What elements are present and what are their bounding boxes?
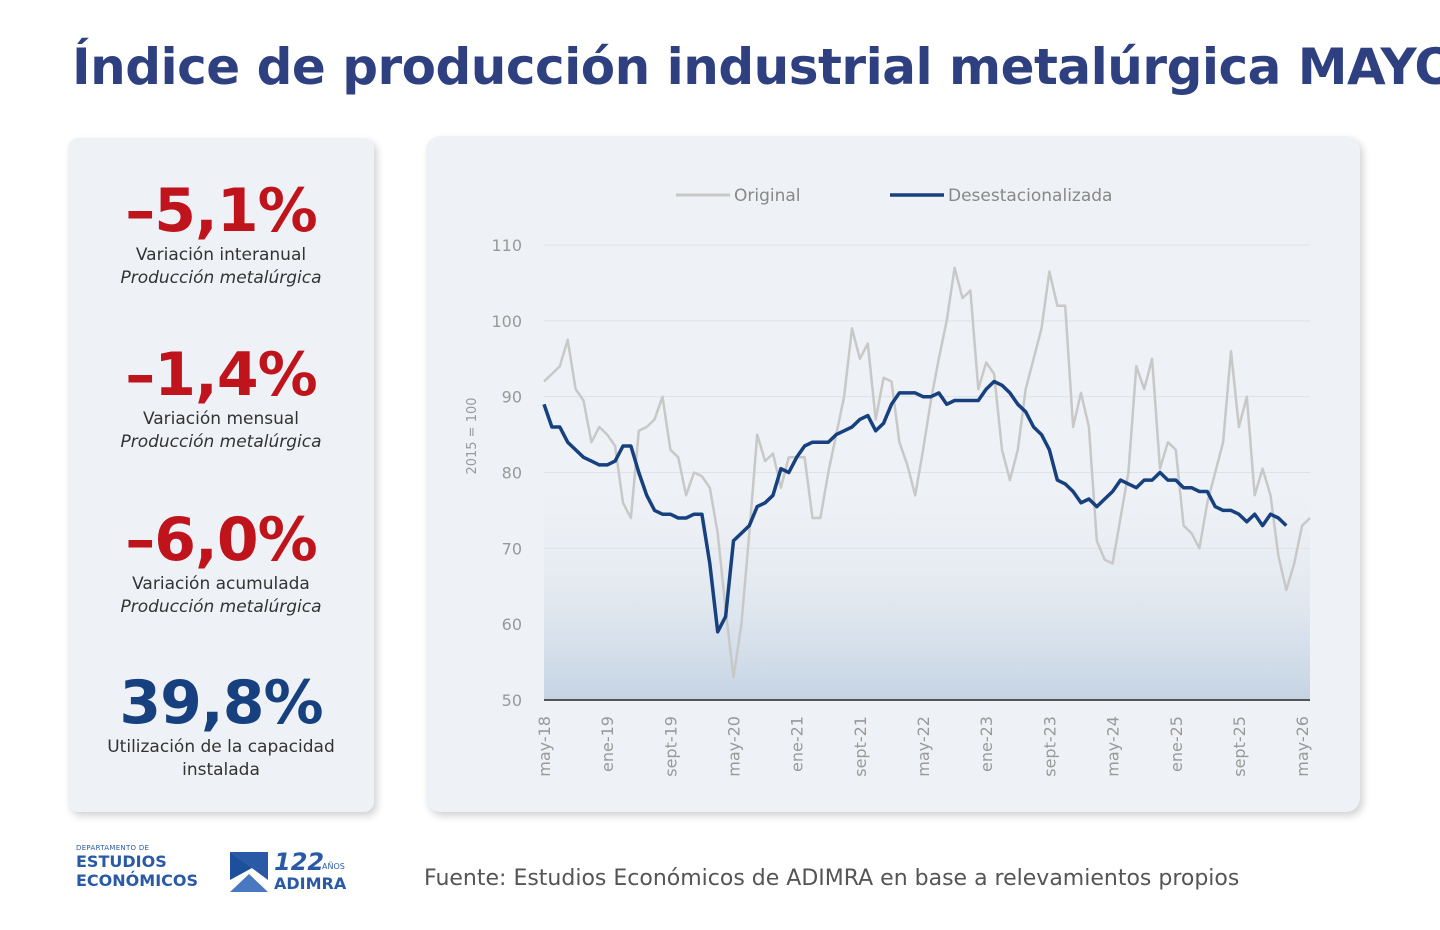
- kpi-value: 39,8%: [119, 668, 323, 738]
- kpi-capacidad: 39,8% Utilización de la capacidad instal…: [68, 670, 374, 782]
- x-tick-label: ene-23: [977, 716, 996, 772]
- estudios-economicos-logo: DEPARTAMENTO DE ESTUDIOS ECONÓMICOS: [76, 844, 198, 890]
- kpi-panel: –5,1% Variación interanual Producción me…: [68, 138, 374, 812]
- x-tick-label: ene-25: [1167, 716, 1186, 772]
- legend-label-desestacionalizada: Desestacionalizada: [948, 186, 1112, 206]
- adimra-name: ADIMRA: [274, 874, 347, 893]
- line-chart: Original Desestacionalizada 2015 = 100 5…: [465, 186, 1312, 777]
- kpi-sublabel: Producción metalúrgica: [120, 432, 322, 452]
- chart-panel: Original Desestacionalizada 2015 = 100 5…: [426, 136, 1360, 812]
- kpi-label: Variación acumulada: [132, 574, 310, 594]
- series-line-desestacionalizada: [542, 379, 1288, 634]
- y-tick-label: 80: [502, 464, 522, 483]
- kpi-sublabel: Producción metalúrgica: [120, 597, 322, 617]
- adimra-years-label: AÑOS: [322, 862, 345, 871]
- y-tick-label: 100: [491, 312, 522, 331]
- x-tick-label: ene-19: [598, 716, 617, 772]
- kpi-value: –5,1%: [125, 176, 317, 246]
- x-tick-label: may-20: [725, 716, 744, 777]
- logo-dept-line1: ESTUDIOS: [76, 852, 167, 871]
- y-tick-label: 70: [502, 539, 522, 558]
- x-tick-label: sept-23: [1040, 716, 1059, 777]
- kpi-sublabel: instalada: [182, 760, 260, 780]
- logo-dept-small: DEPARTAMENTO DE: [76, 844, 150, 852]
- kpi-interanual: –5,1% Variación interanual Producción me…: [68, 178, 374, 290]
- kpi-label: Variación mensual: [142, 409, 300, 429]
- y-tick-label: 50: [502, 691, 522, 710]
- kpi-value: –6,0%: [125, 505, 317, 575]
- kpi-mensual: –1,4% Variación mensual Producción metal…: [68, 342, 374, 454]
- kpi-label: Variación interanual: [135, 245, 307, 265]
- x-tick-label: sept-19: [661, 716, 680, 777]
- x-tick-label: may-24: [1104, 716, 1123, 777]
- y-tick-label: 110: [491, 236, 522, 255]
- x-tick-label: ene-21: [788, 716, 807, 772]
- adimra-emblem-icon: [230, 852, 268, 892]
- source-note: Fuente: Estudios Económicos de ADIMRA en…: [424, 866, 1240, 891]
- kpi-label: Utilización de la capacidad: [107, 737, 335, 757]
- series-line-original: [543, 266, 1311, 679]
- page-title: Índice de producción industrial metalúrg…: [72, 38, 1440, 96]
- chart-legend: Original Desestacionalizada: [676, 186, 1112, 206]
- x-tick-label: sept-25: [1230, 716, 1249, 777]
- x-tick-label: may-22: [914, 716, 933, 777]
- adimra-years-number: 122: [274, 848, 325, 876]
- kpi-acumulada: –6,0% Variación acumulada Producción met…: [68, 507, 374, 619]
- y-tick-label: 60: [502, 615, 522, 634]
- y-axis-label: 2015 = 100: [465, 397, 480, 474]
- kpi-sublabel: Producción metalúrgica: [120, 268, 322, 288]
- x-tick-label: may-26: [1293, 716, 1312, 777]
- chart-area-fill: [544, 472, 1310, 700]
- logo-dept-line2: ECONÓMICOS: [76, 871, 199, 890]
- adimra-logo: 122 AÑOS ADIMRA: [228, 848, 358, 896]
- x-tick-label: may-18: [535, 716, 554, 777]
- legend-label-original: Original: [734, 186, 801, 206]
- y-tick-label: 90: [502, 388, 522, 407]
- kpi-value: –1,4%: [125, 340, 317, 410]
- x-tick-label: sept-21: [851, 716, 870, 777]
